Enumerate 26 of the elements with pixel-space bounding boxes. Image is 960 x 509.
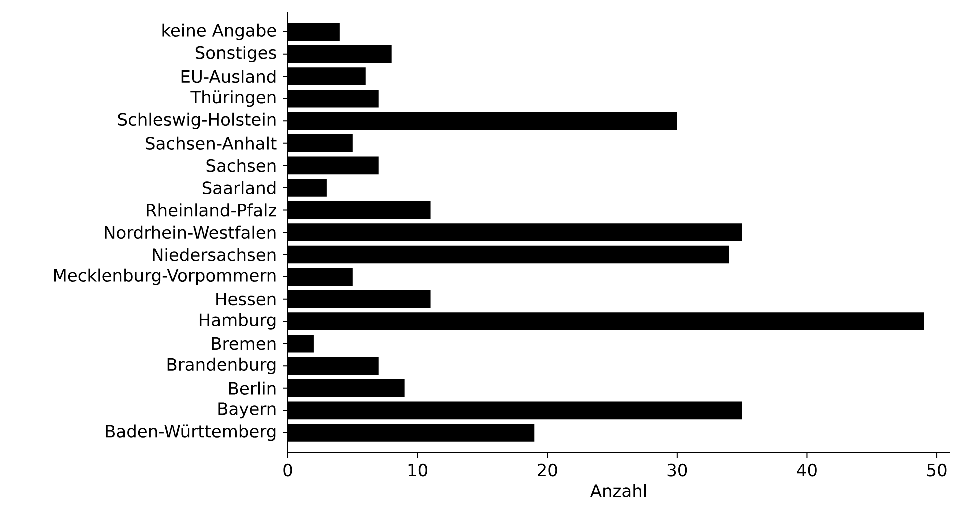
y-tick-label: Saarland bbox=[202, 181, 276, 195]
y-tick-label: Nordrhein-Westfalen bbox=[105, 226, 276, 240]
y-tick-label: Hamburg bbox=[200, 313, 276, 330]
y-tick-label: Brandenburg bbox=[168, 358, 276, 374]
y-tick-label: Hessen bbox=[216, 293, 276, 306]
y-tick-label: Sachsen-Anhalt bbox=[146, 136, 277, 150]
x-tick-label: 0 bbox=[284, 464, 292, 477]
y-tick-label: Bayern bbox=[218, 402, 276, 419]
y-tick-label: Bremen bbox=[212, 338, 276, 350]
y-tick-label: Mecklenburg-Vorpommern bbox=[54, 268, 276, 286]
y-tick-label: Niedersachsen bbox=[153, 248, 276, 262]
y-tick-label: Sachsen bbox=[206, 159, 276, 172]
y-tick-label: Berlin bbox=[229, 382, 276, 395]
x-axis-title: Anzahl bbox=[590, 484, 646, 498]
y-tick-label: keine Angabe bbox=[162, 24, 276, 40]
y-tick-label: Sonstiges bbox=[196, 46, 276, 63]
y-tick-label: Thüringen bbox=[190, 90, 276, 108]
x-tick-label: 40 bbox=[797, 464, 817, 477]
y-tick-label: Baden-Württemberg bbox=[106, 424, 276, 442]
y-tick-label: EU-Ausland bbox=[182, 70, 276, 84]
x-tick-label: 30 bbox=[668, 464, 688, 477]
x-tick-label: 10 bbox=[408, 464, 428, 477]
y-tick-label: Rheinland-Pfalz bbox=[147, 204, 276, 217]
x-tick-label: 50 bbox=[928, 464, 947, 477]
x-tick-label: 20 bbox=[538, 464, 558, 477]
y-tick-label: Schleswig-Holstein bbox=[118, 112, 276, 130]
